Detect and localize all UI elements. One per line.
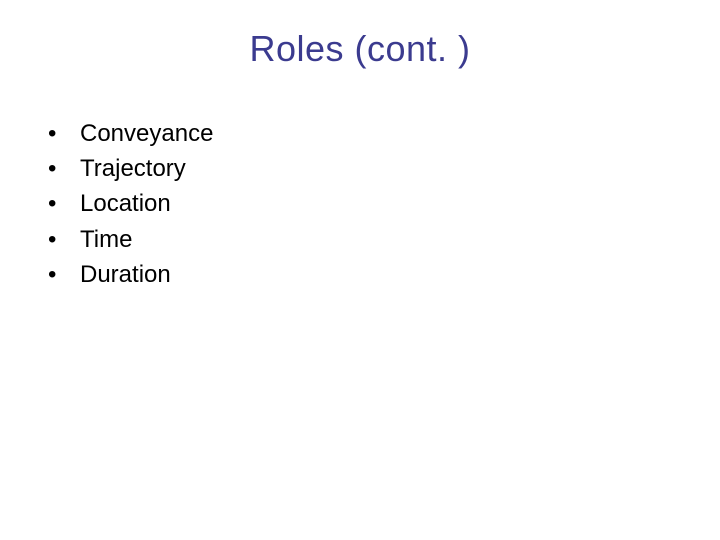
bullet-text: Trajectory (80, 153, 186, 184)
bullet-icon: • (48, 259, 80, 290)
list-item: • Duration (48, 259, 720, 290)
bullet-list: • Conveyance • Trajectory • Location • T… (48, 118, 720, 290)
bullet-icon: • (48, 118, 80, 149)
list-item: • Trajectory (48, 153, 720, 184)
bullet-text: Conveyance (80, 118, 213, 149)
bullet-icon: • (48, 224, 80, 255)
bullet-icon: • (48, 153, 80, 184)
slide: Roles (cont. ) • Conveyance • Trajectory… (0, 0, 720, 540)
bullet-text: Duration (80, 259, 171, 290)
list-item: • Time (48, 224, 720, 255)
bullet-text: Time (80, 224, 132, 255)
list-item: • Location (48, 188, 720, 219)
list-item: • Conveyance (48, 118, 720, 149)
slide-title: Roles (cont. ) (0, 28, 720, 70)
bullet-icon: • (48, 188, 80, 219)
bullet-text: Location (80, 188, 171, 219)
